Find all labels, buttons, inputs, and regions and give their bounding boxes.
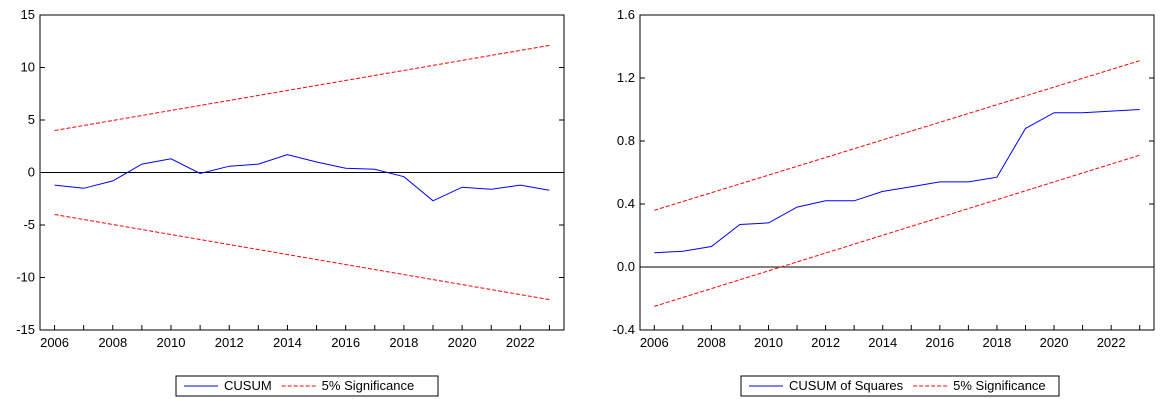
y-tick-label: 15 [21,7,35,22]
legend-box [740,375,1060,397]
chart-legend: CUSUM 5% Significance [175,375,439,397]
x-tick-label: 2020 [448,335,477,350]
legend-label: CUSUM of Squares [789,378,904,393]
x-tick-label: 2014 [868,335,897,350]
y-tick-label: -10 [16,270,35,285]
x-tick-label: 2006 [40,335,69,350]
x-tick-label: 2012 [215,335,244,350]
legend-label: 5% Significance [953,378,1046,393]
x-tick-label: 2016 [925,335,954,350]
y-tick-label: 0.4 [617,196,635,211]
x-tick-label: 2018 [389,335,418,350]
x-tick-label: 2016 [331,335,360,350]
cusum-series-line [654,109,1140,254]
x-tick-label: 2018 [982,335,1011,350]
y-tick-label: 5 [28,112,35,127]
y-tick-label: 1.6 [617,7,635,22]
y-tick-label: 0.8 [617,133,635,148]
y-tick-label: 0 [28,165,35,180]
x-tick-label: 2022 [506,335,535,350]
significance-bound-line [54,44,550,131]
x-tick-label: 2022 [1097,335,1126,350]
chart-legend: CUSUM of Squares 5% Significance [740,375,1060,397]
x-tick-label: 2008 [697,335,726,350]
x-tick-label: 2020 [1040,335,1069,350]
y-tick-label: 1.2 [617,70,635,85]
x-tick-label: 2010 [754,335,783,350]
y-tick-label: 0.0 [617,259,635,274]
x-tick-label: 2014 [273,335,302,350]
significance-bound-line [54,214,550,301]
x-tick-label: 2006 [640,335,669,350]
plot-frame [639,14,1155,331]
y-tick-label: 10 [21,60,35,75]
significance-bound-line [654,60,1140,211]
chart-panel-2: -0.4 0.0 0.4 0.8 1.2 1.6 2006 2008 2010 2012 2014 2… [613,7,1155,397]
chart-panel-1: -15 -10 -5 0 5 10 15 2006 2008 2010 2012 2014 2016 20… [16,7,565,397]
significance-bound-line [654,154,1140,307]
x-tick-label: 2008 [98,335,127,350]
x-tick-label: 2010 [157,335,186,350]
y-tick-label: -15 [16,322,35,337]
cusum-series-line [54,154,550,202]
legend-label: 5% Significance [322,378,415,393]
x-tick-label: 2012 [811,335,840,350]
legend-label: CUSUM [224,378,272,393]
y-tick-label: -0.4 [613,322,635,337]
y-tick-label: -5 [23,217,35,232]
